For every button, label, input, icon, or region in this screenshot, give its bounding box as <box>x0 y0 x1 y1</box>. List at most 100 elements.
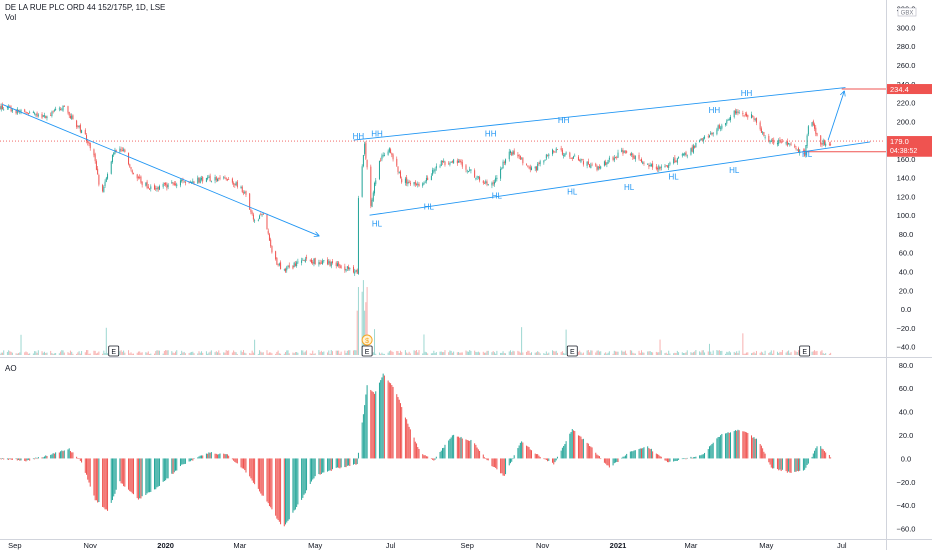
candle-body <box>535 166 537 171</box>
candle-body <box>632 153 634 158</box>
volume-bar <box>755 350 757 355</box>
ao-bar <box>77 458 79 459</box>
volume-bar <box>769 352 771 355</box>
volume-bar <box>727 352 729 355</box>
candle-body <box>228 179 230 180</box>
volume-bar <box>495 353 497 355</box>
earnings-label: E <box>802 349 807 356</box>
ao-bar <box>339 458 341 469</box>
candle-body <box>623 151 625 153</box>
ao-bar <box>320 458 322 474</box>
trendlines[interactable] <box>2 87 871 236</box>
price-tick-label: 60.0 <box>899 249 914 258</box>
volume-bar <box>378 352 380 355</box>
volume-bar <box>162 353 164 355</box>
volume-bar <box>521 327 523 355</box>
volume-bar <box>32 353 34 355</box>
volume-bar <box>543 353 545 355</box>
candle-body <box>354 271 356 274</box>
candle-body <box>495 177 497 182</box>
volume-bar <box>314 353 316 355</box>
ao-bar <box>518 445 520 459</box>
ao-bar <box>26 458 28 461</box>
candle-body <box>812 120 814 126</box>
candle-body <box>444 161 446 165</box>
volume-bar <box>676 350 678 355</box>
candle-body <box>408 181 410 183</box>
volume-bar <box>470 350 472 355</box>
volume-bar <box>629 350 631 355</box>
volume-bar <box>786 351 788 355</box>
volume-bar <box>564 353 566 355</box>
volume-bar <box>276 351 278 355</box>
volume-bar <box>482 351 484 355</box>
volume-bar <box>381 352 383 355</box>
volume-bar <box>615 351 617 355</box>
candle-body <box>491 182 493 186</box>
volume-bar <box>707 351 709 355</box>
ao-bar <box>97 458 99 503</box>
candle-body <box>537 163 539 171</box>
candle-body <box>545 154 547 159</box>
candle-body <box>726 120 728 124</box>
ao-bar <box>563 445 565 459</box>
volume-bar <box>94 350 96 355</box>
candle-body <box>327 259 329 265</box>
candle-body <box>461 162 463 167</box>
ao-bar <box>24 458 26 461</box>
candle-body <box>530 167 532 171</box>
volume-bar <box>502 351 504 355</box>
volume-bar <box>666 353 668 355</box>
volume-bar <box>236 353 238 355</box>
candle-body <box>29 112 31 114</box>
ao-bar <box>449 438 451 459</box>
ao-bar <box>167 458 169 479</box>
volume-bar <box>9 351 11 355</box>
volume-bar <box>496 350 498 355</box>
candle-body <box>371 199 373 207</box>
volume-bar <box>664 353 666 355</box>
ao-bar <box>448 440 450 459</box>
candle-body <box>794 145 796 148</box>
event-markers[interactable]: E E E E$ <box>108 334 811 357</box>
volume-bar <box>240 350 242 355</box>
candle-body <box>804 150 806 157</box>
volume-bar <box>348 350 350 355</box>
ao-bar <box>807 458 809 464</box>
ao-bar <box>503 458 505 476</box>
candle-body <box>413 182 415 185</box>
ao-bar <box>338 458 340 468</box>
ao-bar <box>560 450 562 459</box>
ao-bar <box>349 458 351 466</box>
time-tick-label: Sep <box>8 541 21 550</box>
time-tick-label: Nov <box>536 541 550 550</box>
volume-bar <box>191 351 193 355</box>
volume-bar <box>789 353 791 355</box>
candle-body <box>770 140 772 142</box>
volume-bar <box>491 352 493 355</box>
ao-bar <box>303 458 305 495</box>
volume-bar <box>718 350 720 355</box>
volume-bar <box>674 352 676 355</box>
trendline <box>827 91 844 141</box>
ao-bar <box>313 458 315 479</box>
ao-bar <box>648 448 650 459</box>
earnings-marker <box>361 345 373 357</box>
volume-bar <box>271 353 273 355</box>
volume-bar <box>555 350 557 355</box>
ao-bar <box>570 432 572 459</box>
volume-bar <box>19 352 21 355</box>
candle-body <box>336 263 338 267</box>
ao-bar <box>460 436 462 459</box>
ao-bar <box>242 458 244 469</box>
ao-bar <box>36 458 38 460</box>
volume-bar <box>330 350 332 355</box>
ao-bar <box>638 449 640 459</box>
candle-body <box>764 136 766 138</box>
ao-bar <box>650 448 652 459</box>
candle-body <box>484 183 486 184</box>
candle-body <box>690 148 692 155</box>
candle-body <box>648 164 650 167</box>
ao-bar <box>573 430 575 459</box>
